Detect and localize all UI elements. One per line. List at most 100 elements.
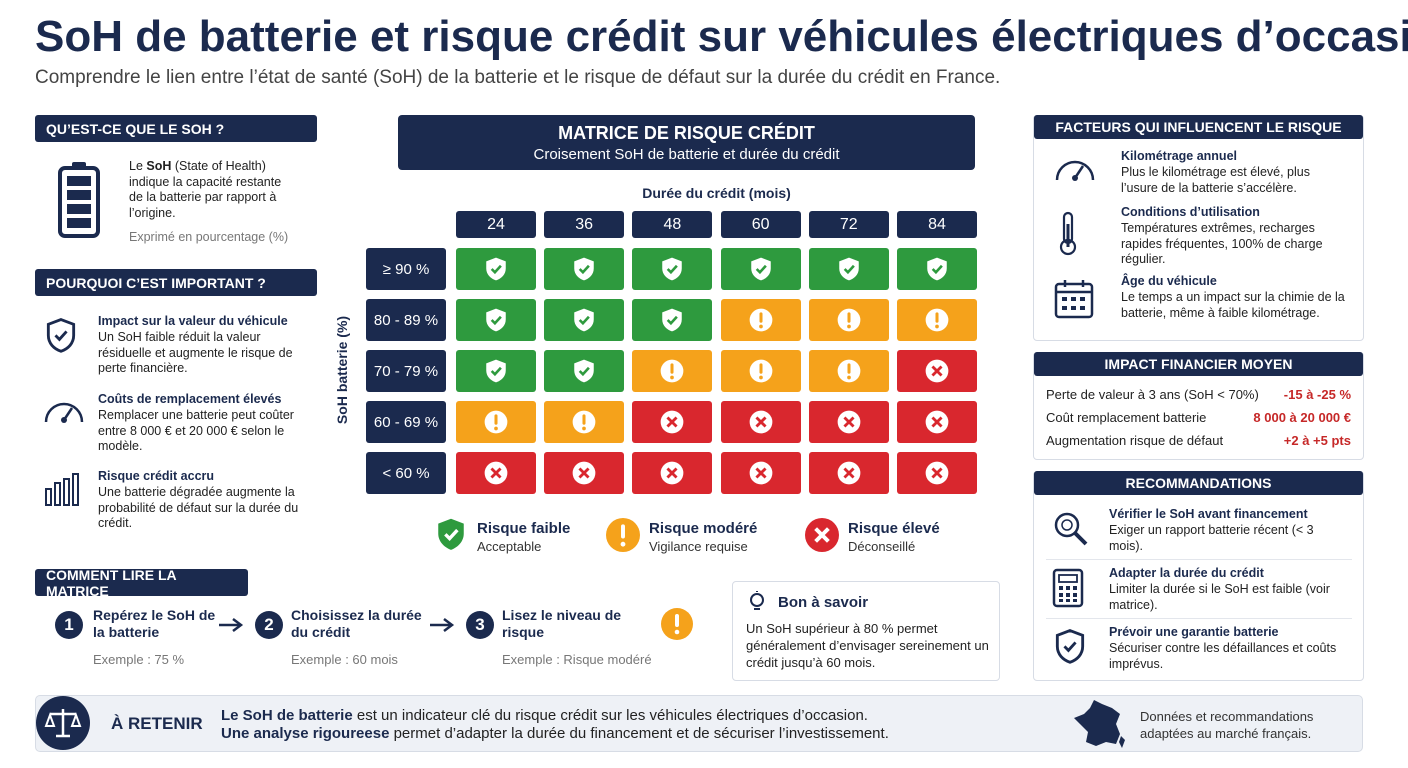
risk-cell [632, 299, 713, 341]
icon-shape [839, 257, 859, 281]
bold-text: Une analyse rigoureese [221, 725, 390, 742]
section-heading: IMPACT FINANCIER MOYEN [1034, 352, 1363, 376]
icon-shape [1066, 599, 1070, 602]
risk-cell [808, 248, 889, 290]
icon-shape [44, 402, 84, 423]
icon-shape [1054, 280, 1094, 319]
impact-value: +2 à +5 pts [1283, 433, 1351, 448]
icon-shape [749, 359, 772, 383]
bold-text: SoH [146, 159, 172, 173]
step-example: Exemple : 60 mois [291, 652, 398, 667]
icon-shape [574, 308, 594, 332]
item-text: Le temps a un impact sur la chimie de la… [1121, 290, 1345, 320]
icon-shape [1058, 574, 1078, 583]
icon-shape [662, 257, 683, 281]
footer [35, 695, 1363, 752]
icon [1053, 278, 1095, 325]
icon-shape [1054, 512, 1080, 538]
icon [1051, 627, 1089, 674]
icon-shape [1073, 593, 1077, 597]
icon-shape [661, 410, 684, 434]
icon-shape [67, 190, 91, 200]
item-title: Risque crédit accru [98, 469, 215, 483]
risk-cell [456, 452, 536, 494]
icon-shape [839, 257, 859, 281]
risk-cell [632, 350, 713, 392]
section-heading: RECOMMANDATIONS [1034, 471, 1363, 495]
item-title: Âge du véhicule [1121, 274, 1217, 288]
icon-shape [674, 629, 680, 635]
legend-title: Risque modéré [649, 520, 758, 537]
step-title: Choisissez la durée du crédit [291, 607, 422, 640]
icon-shape [666, 416, 678, 428]
row-label: ≥ 90 % [366, 248, 446, 290]
icon-shape [486, 257, 506, 281]
matrix-subtitle: Croisement SoH de batterie et durée du c… [533, 146, 840, 163]
icon-shape [61, 417, 67, 423]
icon-shape [935, 324, 939, 329]
battery-icon [58, 162, 100, 238]
icon-shape [1080, 306, 1085, 310]
icon-shape [438, 518, 464, 550]
risk-cell [897, 299, 977, 341]
icon-shape [662, 308, 683, 332]
item-title: Conditions d’utilisation [1121, 205, 1260, 219]
icon-shape [490, 315, 502, 326]
risk-cell [544, 452, 625, 494]
step-title: Lisez le niveau de risque [502, 607, 622, 640]
icon-shape [486, 359, 506, 383]
section-heading: POURQUOI C’EST IMPORTANT ? [35, 269, 317, 296]
risk-cell [720, 401, 801, 443]
icon-shape [749, 461, 772, 485]
icon-shape [670, 375, 675, 380]
icon-shape [662, 308, 683, 332]
impact-label: Perte de valeur à 3 ans (SoH < 70%) [1046, 387, 1259, 402]
legend-title: Risque faible [477, 520, 571, 537]
risk-cell [720, 248, 801, 290]
icon-shape [1055, 629, 1085, 664]
icon-shape [430, 618, 455, 632]
icon-shape [661, 461, 684, 485]
row-label: 60 - 69 % [366, 401, 446, 443]
icon-shape [1062, 297, 1067, 301]
impact-value: -15 à -25 % [1283, 387, 1351, 402]
icon-shape [927, 257, 947, 281]
step-title: Repérez le SoH de la batterie [93, 607, 216, 640]
icon-shape [749, 410, 772, 434]
icon-shape [486, 308, 506, 332]
icon-shape [490, 366, 502, 377]
icon-shape [925, 410, 949, 434]
step-number: 1 [55, 611, 83, 639]
risk-cell [897, 248, 977, 290]
divider [1046, 618, 1352, 619]
column-header: 84 [897, 211, 977, 238]
item-title: Impact sur la valeur du véhicule [98, 314, 288, 328]
step-number: 3 [466, 611, 494, 639]
icon-shape [54, 330, 68, 342]
legend-icon [805, 518, 839, 552]
footer-line: Le SoH de batterie est un indicateur clé… [221, 707, 868, 724]
footer-label: À RETENIR [111, 714, 203, 733]
icon-shape [843, 264, 855, 275]
icon-shape [490, 467, 502, 479]
row-label: 80 - 89 % [366, 299, 446, 341]
tip-title: Bon à savoir [778, 594, 869, 611]
item-text: Températures extrêmes, recharges rapides… [1121, 221, 1323, 266]
bulb-icon [750, 591, 764, 610]
icon-shape [67, 218, 91, 228]
icon-shape [232, 618, 244, 632]
icon-shape [758, 375, 763, 380]
risk-cell [456, 299, 536, 341]
icon-shape [620, 541, 626, 547]
icon-shape [667, 264, 679, 275]
icon-shape [935, 312, 939, 323]
icon [1051, 568, 1085, 613]
footer-note: Données et recommandations adaptées au m… [1140, 709, 1314, 741]
impact-label: Coût remplacement batterie [1046, 410, 1207, 425]
icon-shape [1073, 531, 1088, 546]
icon [1053, 152, 1097, 191]
icon-shape [843, 416, 855, 428]
icon-shape [572, 461, 596, 485]
title: SoH de batterie et risque crédit sur véh… [35, 12, 1408, 61]
icon-shape [1059, 593, 1063, 597]
